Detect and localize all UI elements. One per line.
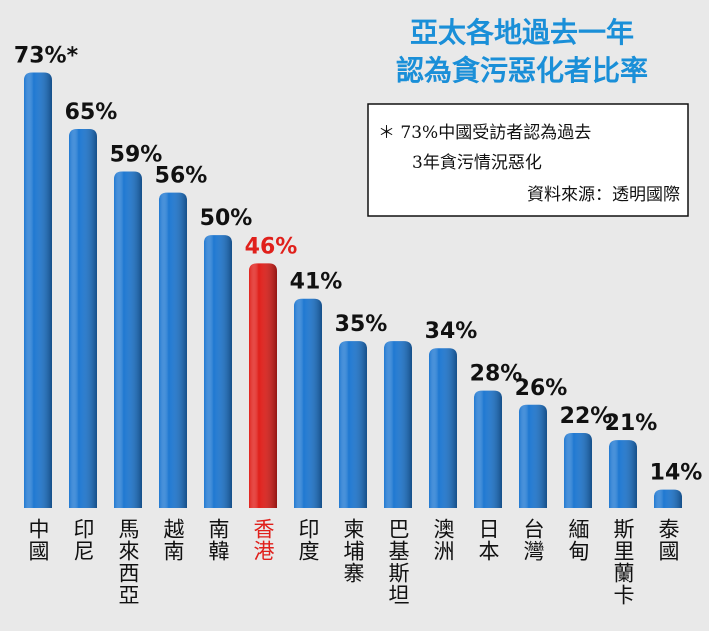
value-label: 22% (560, 404, 613, 429)
note-box (367, 103, 689, 217)
x-tick-label: 印度 (296, 518, 320, 562)
bar-shade (204, 235, 232, 508)
value-label: 46% (245, 234, 298, 259)
x-tick-label: 澳洲 (431, 518, 455, 562)
bar-shade (114, 171, 142, 508)
x-tick-label: 中國 (26, 518, 50, 562)
value-label: 73%* (14, 43, 79, 68)
x-tick-label: 日本 (476, 518, 500, 562)
chart-title: 亞太各地過去一年 (410, 16, 634, 49)
note: 3年貪污情況惡化 (412, 152, 542, 173)
x-tick-label: 越南 (161, 518, 185, 562)
x-tick-label: 巴基斯坦 (386, 518, 410, 606)
chart-title: 認為貪污惡化者比率 (396, 54, 648, 87)
bar-shade (294, 298, 322, 508)
bar-shade (384, 341, 412, 508)
value-label: 59% (110, 142, 163, 167)
value-label: 35% (335, 312, 388, 337)
x-tick-label: 緬甸 (566, 518, 590, 562)
value-label: 34% (425, 319, 478, 344)
x-tick-label: 台灣 (521, 518, 545, 562)
bar-shade (339, 341, 367, 508)
value-label: 21% (605, 411, 658, 436)
bar-shade (474, 390, 502, 508)
x-tick-label: 馬來西亞 (116, 518, 140, 606)
x-tick-label: 南韓 (206, 518, 230, 562)
bar-shade (654, 489, 682, 508)
value-label: 14% (650, 461, 703, 486)
bar-shade (24, 72, 52, 508)
note: 資料來源：透明國際 (527, 185, 680, 205)
bar-shade (429, 348, 457, 508)
bar-shade (249, 263, 277, 508)
x-tick-label: 泰國 (656, 518, 680, 562)
value-label: 65% (65, 100, 118, 125)
value-label: 56% (155, 164, 208, 189)
x-tick-label: 印尼 (71, 518, 95, 562)
bar-shade (159, 192, 187, 508)
note: ＊ 73%中國受訪者認為過去 (378, 123, 591, 143)
x-tick-label: 斯里蘭卡 (611, 518, 635, 606)
value-label: 28% (470, 362, 523, 387)
bar-shade (519, 404, 547, 508)
x-tick-label: 香港 (251, 518, 275, 562)
value-label: 41% (290, 270, 343, 295)
x-tick-label: 柬埔寨 (341, 518, 365, 584)
value-label: 26% (515, 376, 568, 401)
value-label: 50% (200, 206, 253, 231)
bar-shade (564, 433, 592, 508)
bar-shade (69, 129, 97, 508)
bar-shade (609, 440, 637, 508)
